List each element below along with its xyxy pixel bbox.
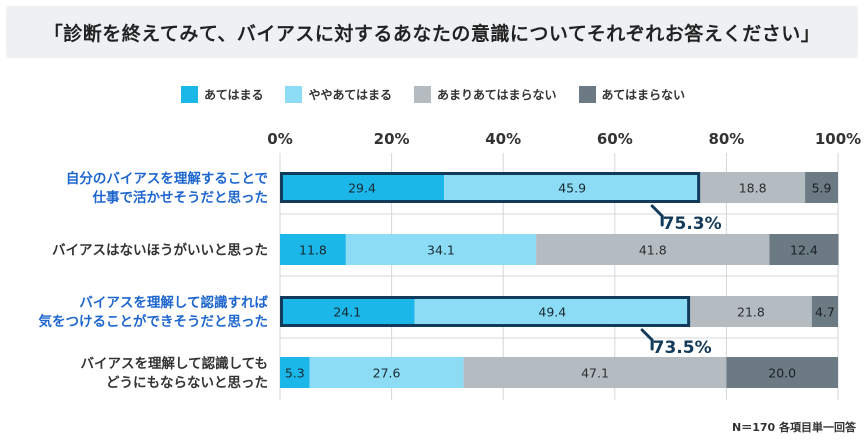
category-label: バイアスを理解して認識すれば — [79, 294, 268, 311]
data-label: 12.4 — [790, 243, 818, 258]
legend-swatch-1 — [180, 86, 198, 103]
data-label: 11.8 — [299, 243, 327, 258]
category-label: どうにもならないと思った — [106, 375, 268, 391]
total-label: 73.5% — [653, 338, 712, 358]
data-label: 47.1 — [581, 366, 609, 381]
category-label: 自分のバイアスを理解することで — [66, 170, 268, 187]
callout-line — [640, 328, 654, 351]
data-label: 27.6 — [373, 366, 401, 381]
data-label: 21.8 — [737, 305, 765, 320]
x-tick-label: 40% — [485, 130, 521, 148]
bar-segment — [280, 296, 415, 327]
highlight-outline — [280, 172, 701, 203]
legend-swatch-2 — [285, 86, 303, 103]
bar-segment — [690, 296, 812, 327]
bar-segment — [536, 234, 770, 265]
total-label: 75.3% — [663, 214, 722, 234]
data-label: 5.9 — [812, 181, 832, 196]
bar-segment — [726, 357, 838, 388]
data-label: 18.8 — [739, 181, 767, 196]
legend-label: あてはまる — [203, 88, 264, 102]
data-label: 41.8 — [639, 243, 667, 258]
legend: あてはまる ややあてはまる あまりあてはまらない あてはまらない — [0, 86, 866, 103]
callout-line — [650, 204, 664, 227]
bar-segment — [769, 234, 839, 265]
x-tick-label: 20% — [374, 130, 410, 148]
bar-segment — [280, 172, 445, 203]
category-label: バイアスを理解して認識しても — [80, 355, 268, 372]
x-tick-label: 80% — [708, 130, 744, 148]
legend-item: あてはまらない — [578, 86, 686, 103]
bar-segment — [811, 296, 838, 327]
data-label: 20.0 — [768, 366, 796, 381]
legend-item: あてはまる — [180, 86, 264, 103]
x-tick-label: 0% — [267, 130, 292, 148]
bar-segment — [444, 172, 701, 203]
legend-item: ややあてはまる — [285, 86, 392, 103]
bar-segment — [805, 172, 838, 203]
legend-swatch-3 — [414, 86, 431, 103]
bar-segment — [414, 296, 691, 327]
legend-label: ややあてはまる — [308, 88, 392, 102]
data-label: 45.9 — [558, 181, 586, 196]
legend-label: あてはまらない — [601, 88, 686, 102]
category-label: 気をつけることができそうだと思った — [39, 313, 269, 330]
chart-title: 「診断を終えてみて、バイアスに対するあなたの意識についてそれぞれお答えください」 — [43, 22, 821, 45]
data-label: 5.3 — [285, 366, 305, 381]
bar-segment — [345, 234, 537, 265]
data-label: 4.7 — [815, 305, 835, 320]
data-label: 34.1 — [427, 243, 455, 258]
bar-segment — [280, 234, 346, 265]
bar-segment — [309, 357, 464, 388]
category-label: 仕事で活かせそうだと思った — [92, 189, 269, 206]
bar-segment — [280, 357, 310, 388]
highlight-outline — [280, 296, 691, 327]
category-label: バイアスはないほうがいいと思った — [52, 242, 268, 259]
x-tick-label: 60% — [597, 130, 633, 148]
data-label: 24.1 — [333, 305, 361, 320]
sample-note: N＝170 各項目単一回答 — [732, 421, 856, 434]
data-label: 29.4 — [348, 181, 376, 196]
legend-swatch-4 — [578, 86, 596, 103]
bar-segment — [463, 357, 727, 388]
legend-item: あまりあてはまらない — [414, 86, 557, 103]
bar-segment — [700, 172, 806, 203]
data-label: 49.4 — [538, 305, 566, 320]
legend-label: あまりあてはまらない — [437, 88, 557, 102]
title-bar: 「診断を終えてみて、バイアスに対するあなたの意識についてそれぞれお答えください」 — [6, 6, 858, 58]
x-tick-label: 100% — [815, 130, 861, 148]
